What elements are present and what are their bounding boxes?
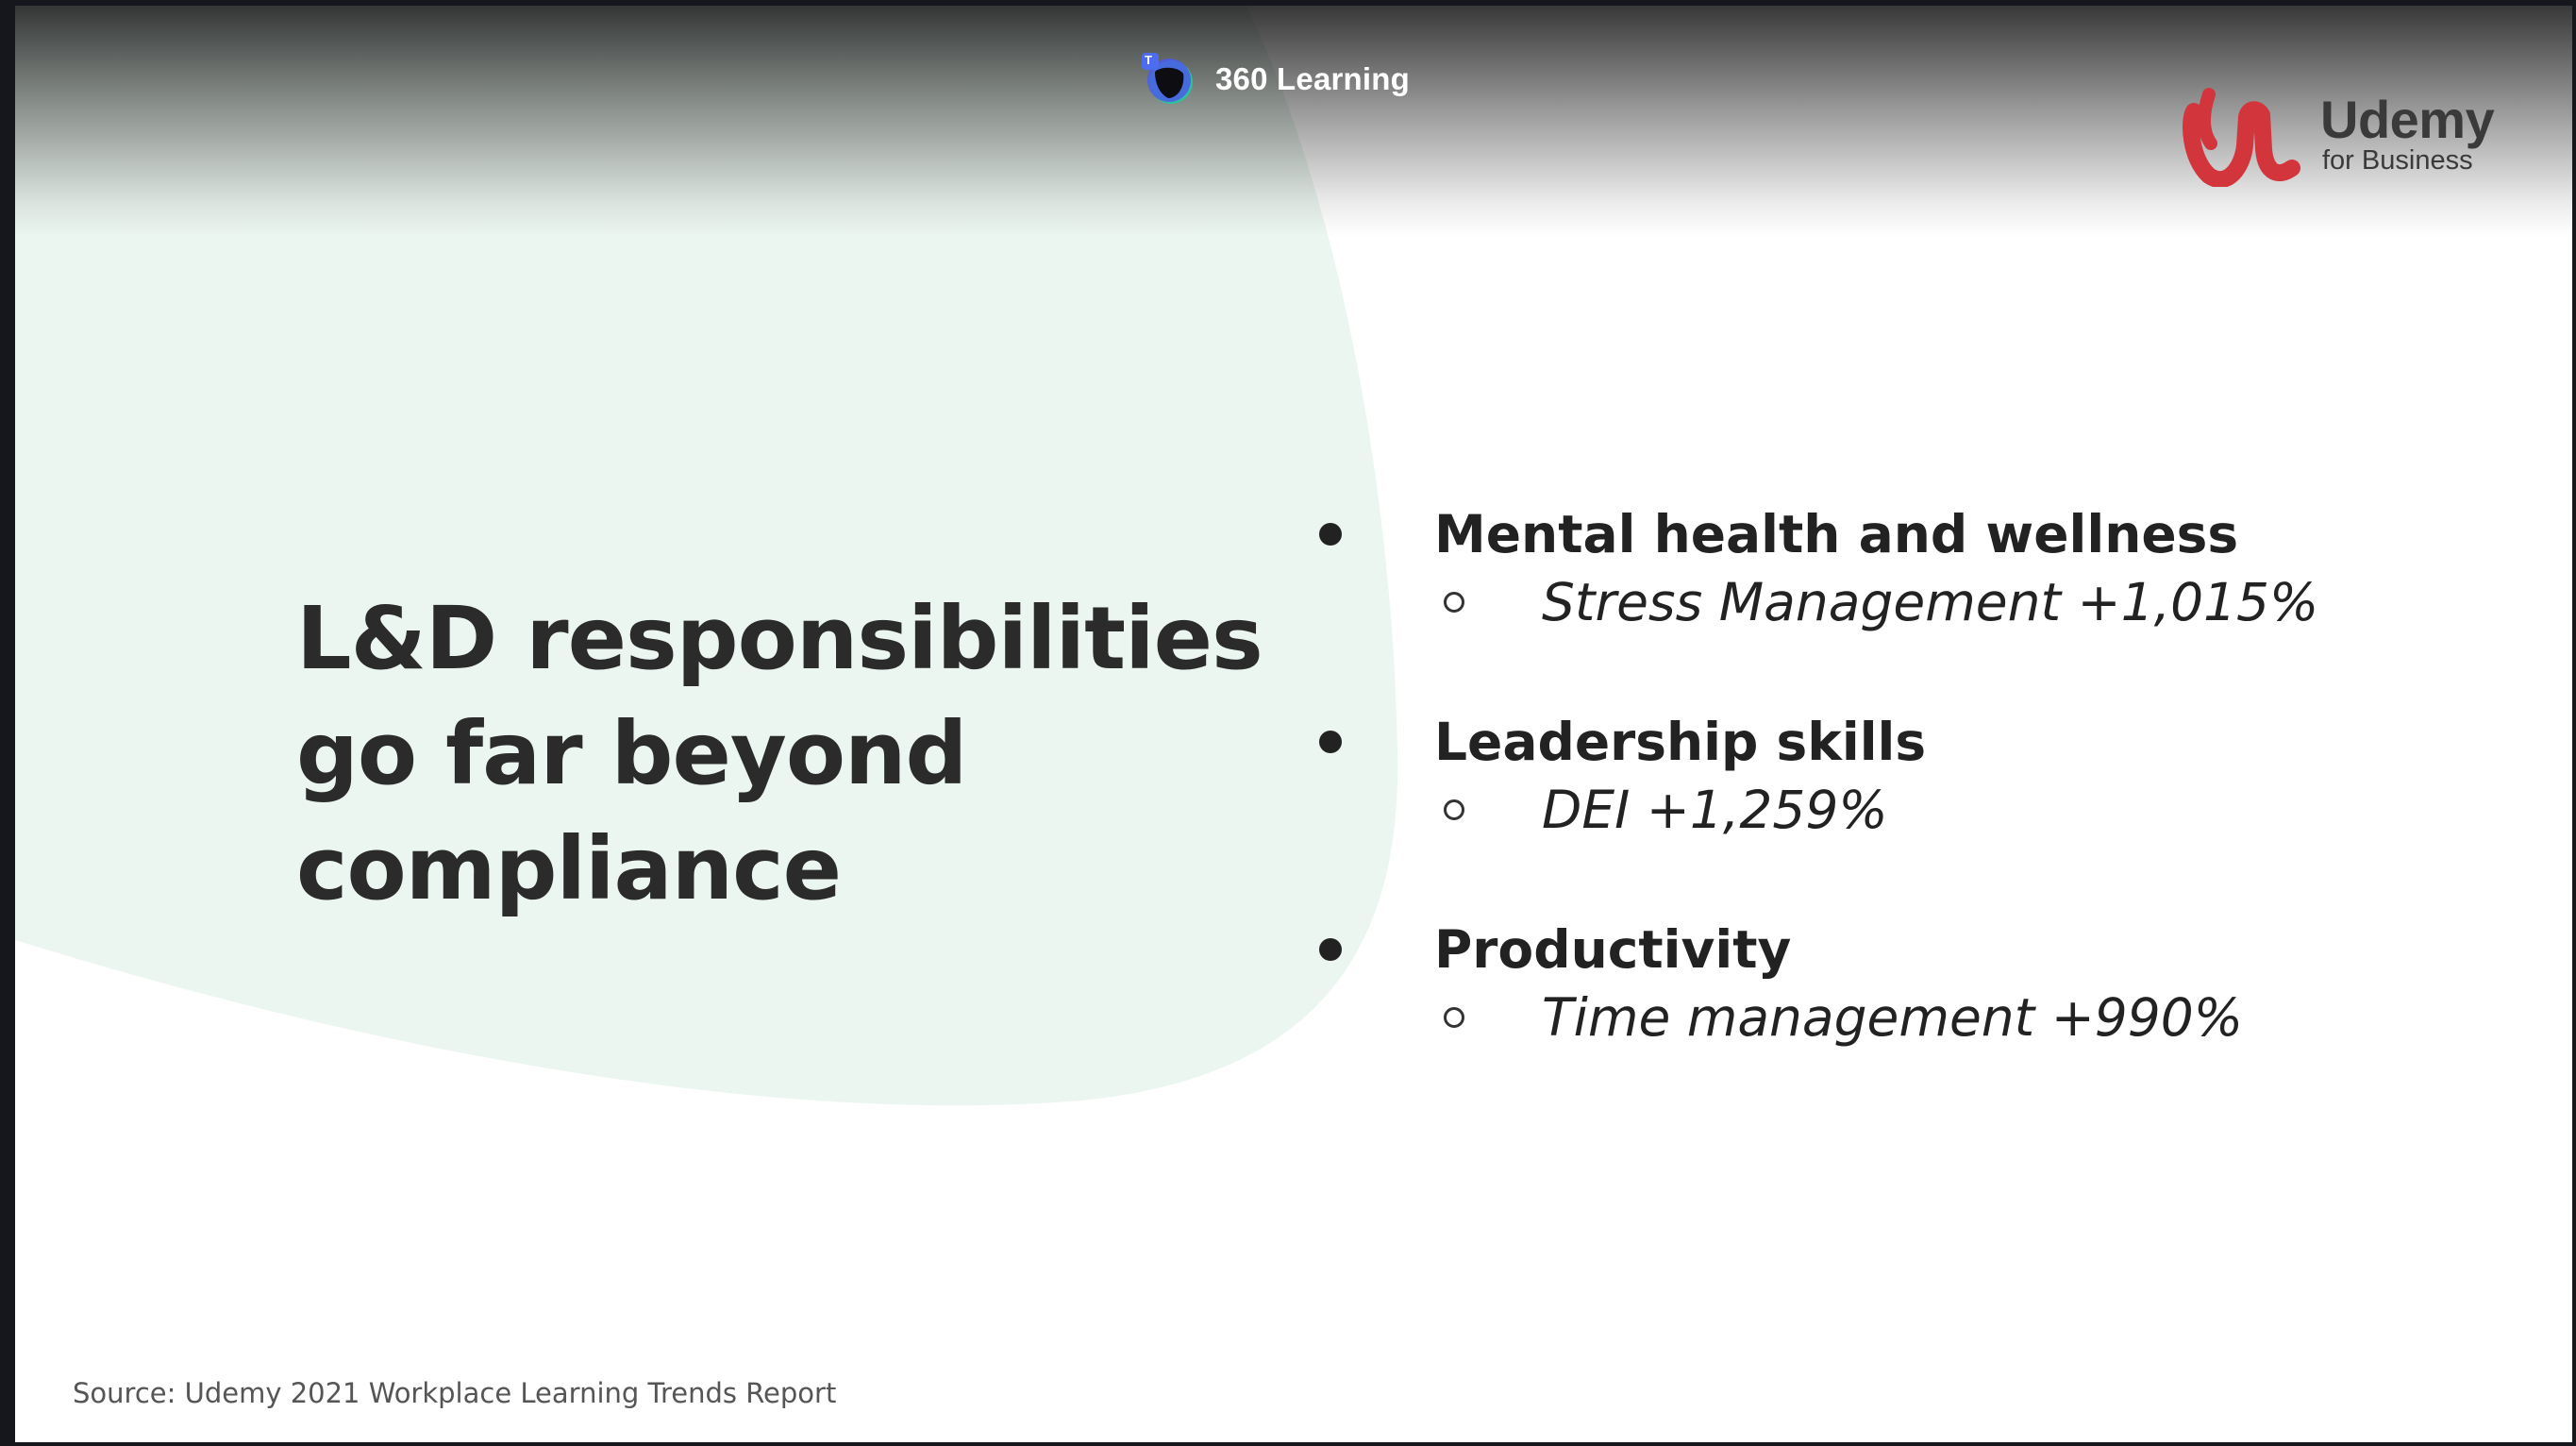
sub-bullet-label: Time management +990%	[1542, 987, 2244, 1048]
bullet-group: Productivity Time management +990%	[1298, 912, 2525, 1119]
360learning-logo-icon: T	[1140, 51, 1196, 108]
background-blob	[15, 6, 1398, 1106]
sub-bullet-label: Stress Management +1,015%	[1542, 572, 2319, 632]
bullet-label: Mental health and wellness	[1434, 504, 2239, 564]
brand-name: Udemy	[2320, 90, 2495, 149]
source-citation: Source: Udemy 2021 Workplace Learning Tr…	[73, 1377, 837, 1409]
sub-bullet-item: Time management +990%	[1298, 980, 2243, 1055]
udemy-u-logo-icon	[2183, 88, 2300, 187]
shared-slide: T 360 Learning Udemy for Business L&D re…	[15, 6, 2572, 1442]
bullet-disc-icon	[1319, 523, 1342, 546]
meeting-badge: T	[1145, 53, 1152, 67]
bullet-group: Leadership skills DEI +1,259%	[1298, 704, 2525, 912]
sub-bullet-item: Stress Management +1,015%	[1298, 564, 2318, 640]
bullet-item: Productivity	[1298, 912, 1791, 987]
sub-bullet-label: DEI +1,259%	[1542, 780, 1888, 840]
headline-line: L&D responsibilities	[296, 588, 1263, 689]
headline-line: compliance	[296, 818, 842, 919]
meeting-top-bar	[15, 6, 2572, 237]
bullet-circle-icon	[1444, 799, 1464, 820]
meeting-title-bar[interactable]: T 360 Learning	[1140, 49, 1410, 109]
bullet-list: Mental health and wellness Stress Manage…	[1298, 496, 2525, 1119]
meeting-name: 360 Learning	[1215, 61, 1410, 96]
slide-headline: L&D responsibilities go far beyond compl…	[296, 581, 1429, 927]
headline-line: go far beyond	[296, 703, 967, 804]
bullet-circle-icon	[1444, 1007, 1464, 1028]
bullet-group: Mental health and wellness Stress Manage…	[1298, 496, 2525, 704]
bullet-disc-icon	[1319, 731, 1342, 753]
sub-bullet-item: DEI +1,259%	[1298, 772, 1888, 848]
udemy-business-logo: Udemy for Business	[2181, 83, 2520, 187]
bullet-item: Leadership skills	[1298, 704, 1926, 780]
bullet-disc-icon	[1319, 938, 1342, 961]
bullet-label: Leadership skills	[1434, 712, 1927, 772]
bullet-label: Productivity	[1434, 919, 1792, 980]
brand-subtitle: for Business	[2322, 145, 2473, 176]
bullet-item: Mental health and wellness	[1298, 496, 2238, 572]
bullet-circle-icon	[1444, 592, 1464, 613]
